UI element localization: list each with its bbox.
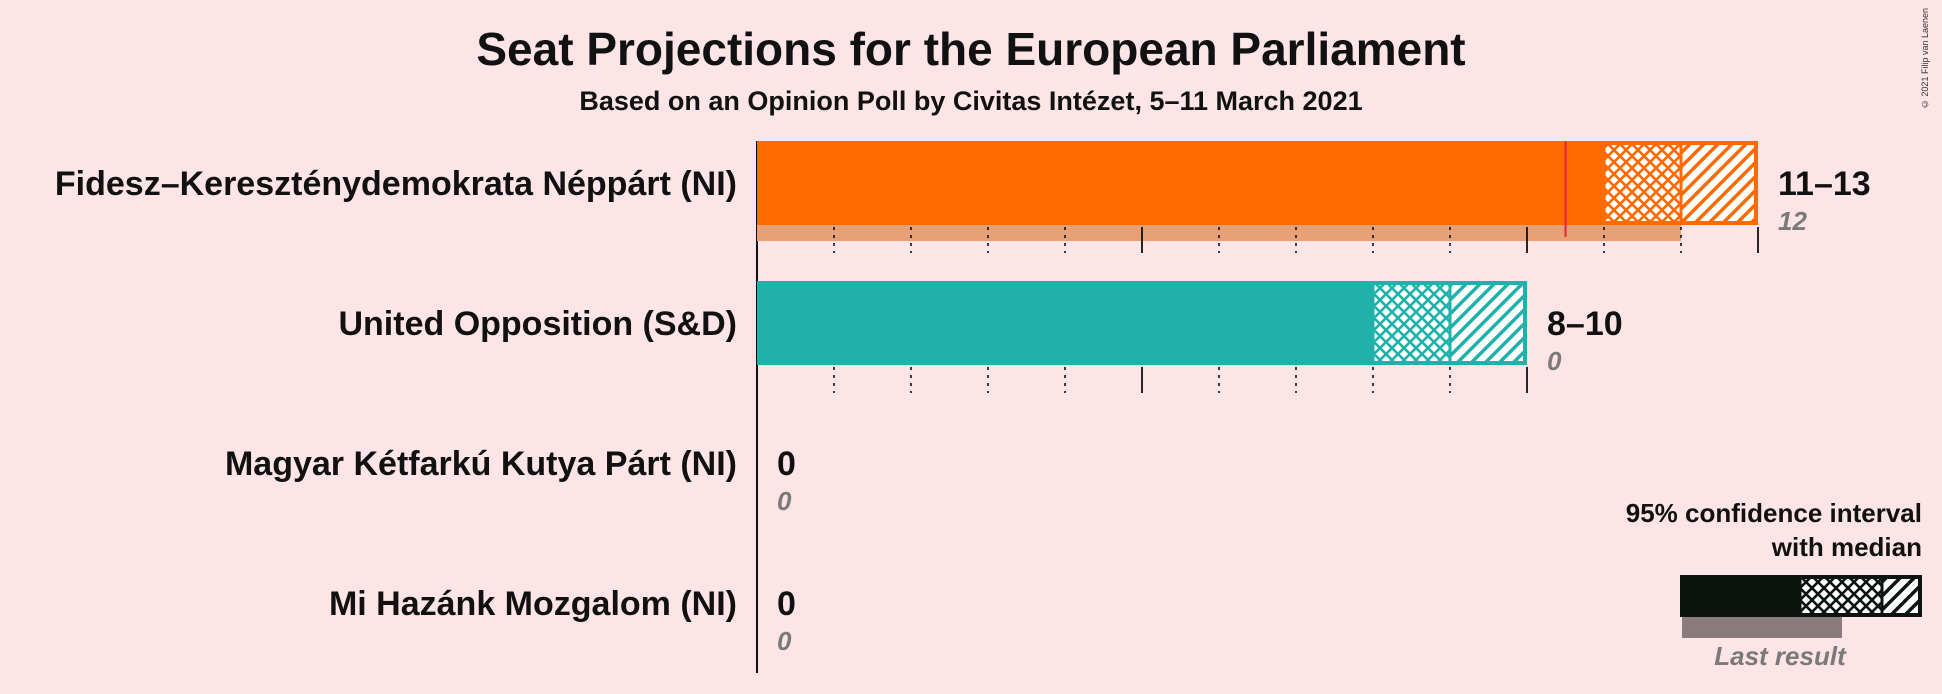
ci-lower-segment (1373, 281, 1450, 365)
ci-solid-bar (757, 281, 1373, 365)
legend-title-line2: with median (1771, 532, 1922, 562)
range-label: 0 (777, 585, 796, 623)
ci-upper-segment (1681, 141, 1758, 225)
range-label: 8–10 (1547, 305, 1623, 343)
ci-upper-segment (1450, 281, 1527, 365)
legend-solid-swatch (1680, 575, 1800, 617)
ci-lower-segment (1604, 141, 1681, 225)
last-result-label: 0 (777, 486, 792, 516)
legend: 95% confidence interval with median Last r… (1626, 498, 1922, 671)
range-label: 11–13 (1778, 165, 1871, 203)
ci-outline (757, 281, 1527, 365)
legend-cross-swatch (1800, 575, 1882, 617)
party-label: United Opposition (S&D) (338, 305, 737, 343)
ci-outline (757, 141, 1758, 225)
legend-title-line1: 95% confidence interval (1626, 498, 1922, 528)
chart-subtitle: Based on an Opinion Poll by Civitas Inté… (579, 86, 1363, 116)
plot-area: Fidesz–Kereszténydemokrata Néppárt (NI) 1… (55, 141, 1871, 673)
last-result-label: 0 (1547, 346, 1562, 376)
party-label: Mi Hazánk Mozgalom (NI) (329, 585, 737, 623)
party-label: Magyar Kétfarkú Kutya Párt (NI) (225, 445, 737, 483)
legend-last-result-label: Last result (1714, 641, 1847, 671)
range-label: 0 (777, 445, 796, 483)
last-result-label: 12 (1778, 206, 1807, 236)
ci-solid-bar (757, 141, 1604, 225)
last-result-label: 0 (777, 626, 792, 656)
legend-hatch-swatch (1882, 575, 1922, 617)
party-label: Fidesz–Kereszténydemokrata Néppárt (NI) (55, 165, 737, 203)
chart-title: Seat Projections for the European Parlia… (476, 23, 1466, 75)
